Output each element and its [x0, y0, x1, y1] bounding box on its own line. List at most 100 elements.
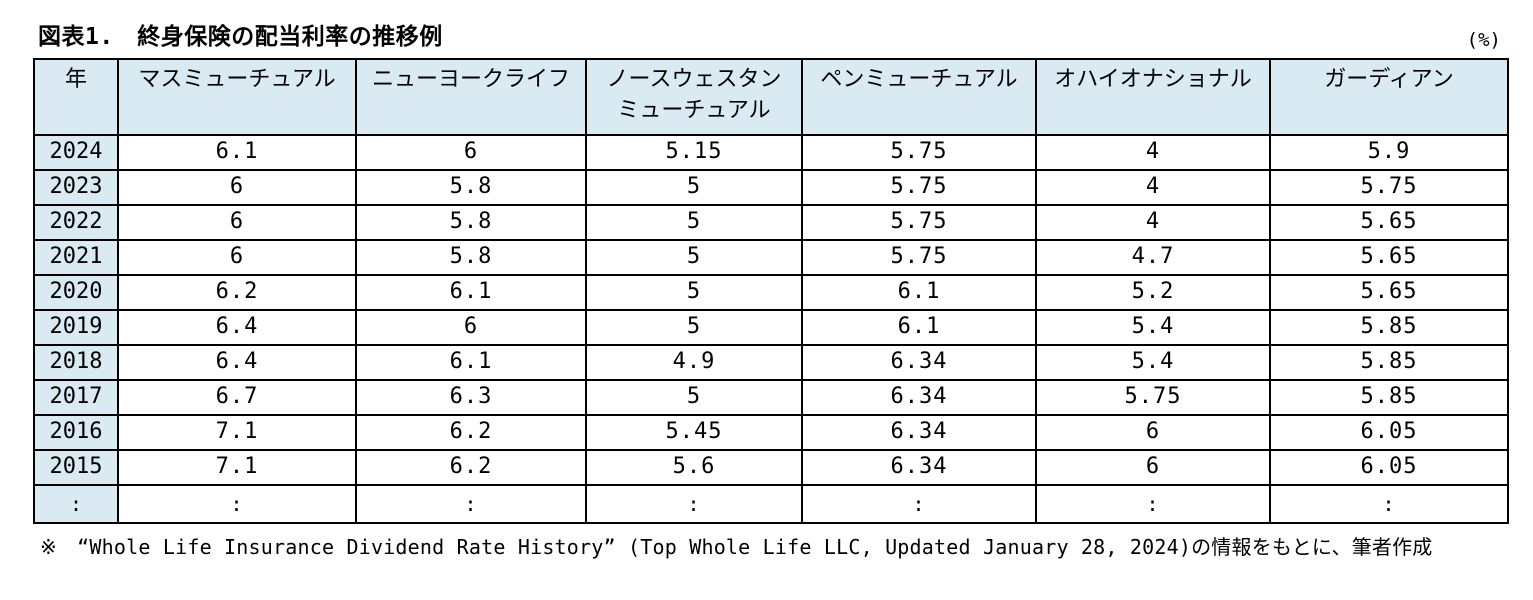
rate-cell-ohionational: 6: [1035, 448, 1271, 486]
rate-cell-newyorklife: 5.8: [355, 168, 587, 206]
year-cell: 2024: [33, 133, 119, 171]
rate-cell-guardian: 5.65: [1269, 273, 1509, 311]
rate-cell-pennmutual: 6.34: [801, 448, 1037, 486]
rate-cell-newyorklife: 6.1: [355, 273, 587, 311]
figure-header: 図表1. 終身保険の配当利率の推移例 (%): [38, 24, 1503, 52]
unit-label: (%): [1466, 28, 1501, 51]
column-header-northwestern-mutual: ノースウェスタン ミューチュアル: [585, 57, 803, 136]
rate-cell-pennmutual: 5.75: [801, 168, 1037, 206]
table-row-2023: 2023 6 5.8 5 5.75 4 5.75: [33, 168, 1509, 206]
column-header-newyorklife: ニューヨークライフ: [355, 57, 587, 136]
rate-cell-newyorklife: :: [355, 483, 587, 524]
rate-cell-northwestern-mutual: 5.45: [585, 413, 803, 451]
rate-cell-northwestern-mutual: 4.9: [585, 343, 803, 381]
rate-cell-newyorklife: 6.2: [355, 413, 587, 451]
rate-cell-massmutual: 6.2: [117, 273, 357, 311]
rate-cell-northwestern-mutual: 5: [585, 203, 803, 241]
column-header-ohionational: オハイオナショナル: [1035, 57, 1271, 136]
table-row-2018: 2018 6.4 6.1 4.9 6.34 5.4 5.85: [33, 343, 1509, 381]
rate-cell-massmutual: 6.4: [117, 308, 357, 346]
rate-cell-guardian: 5.9: [1269, 133, 1509, 171]
table-row-2015: 2015 7.1 6.2 5.6 6.34 6 6.05: [33, 448, 1509, 486]
rate-cell-pennmutual: 6.34: [801, 343, 1037, 381]
ellipsis-row: :::::::: [33, 483, 1509, 524]
rate-cell-ohionational: :: [1035, 483, 1271, 524]
rate-cell-ohionational: 6: [1035, 413, 1271, 451]
year-cell: :: [33, 483, 119, 524]
rate-cell-massmutual: 6: [117, 168, 357, 206]
table-row-2016: 2016 7.1 6.2 5.45 6.34 6 6.05: [33, 413, 1509, 451]
rate-cell-northwestern-mutual: 5.6: [585, 448, 803, 486]
rate-cell-northwestern-mutual: 5: [585, 238, 803, 276]
year-cell: 2016: [33, 413, 119, 451]
rate-cell-newyorklife: 5.8: [355, 238, 587, 276]
year-cell: 2019: [33, 308, 119, 346]
rate-cell-newyorklife: 5.8: [355, 203, 587, 241]
rate-cell-ohionational: 4: [1035, 203, 1271, 241]
rate-cell-massmutual: 7.1: [117, 448, 357, 486]
rate-cell-northwestern-mutual: 5: [585, 168, 803, 206]
rate-cell-massmutual: :: [117, 483, 357, 524]
year-cell: 2017: [33, 378, 119, 416]
rate-cell-massmutual: 6.1: [117, 133, 357, 171]
rate-cell-newyorklife: 6.3: [355, 378, 587, 416]
table-row-2024: 2024 6.1 6 5.15 5.75 4 5.9: [33, 133, 1509, 171]
rate-cell-pennmutual: 5.75: [801, 133, 1037, 171]
rate-cell-massmutual: 6: [117, 203, 357, 241]
rate-cell-ohionational: 5.4: [1035, 343, 1271, 381]
table-header-row: 年マスミューチュアル ニューヨークライフ ノースウェスタン ミューチュアル ペンミュー…: [33, 57, 1509, 136]
rate-cell-guardian: 6.05: [1269, 448, 1509, 486]
rate-cell-pennmutual: 6.1: [801, 273, 1037, 311]
rate-cell-guardian: 5.65: [1269, 203, 1509, 241]
year-cell: 2022: [33, 203, 119, 241]
rate-cell-massmutual: 6: [117, 238, 357, 276]
rate-cell-pennmutual: :: [801, 483, 1037, 524]
rate-cell-pennmutual: 6.34: [801, 378, 1037, 416]
rate-cell-ohionational: 5.4: [1035, 308, 1271, 346]
rate-cell-newyorklife: 6.2: [355, 448, 587, 486]
rate-cell-guardian: 5.85: [1269, 308, 1509, 346]
rate-cell-ohionational: 5.75: [1035, 378, 1271, 416]
year-cell: 2020: [33, 273, 119, 311]
table-row-2017: 2017 6.7 6.3 5 6.34 5.75 5.85: [33, 378, 1509, 416]
figure-title: 図表1. 終身保険の配当利率の推移例: [38, 24, 443, 50]
rate-cell-massmutual: 6.7: [117, 378, 357, 416]
table-row-2022: 2022 6 5.8 5 5.75 4 5.65: [33, 203, 1509, 241]
rate-cell-pennmutual: 5.75: [801, 238, 1037, 276]
rate-cell-pennmutual: 6.34: [801, 413, 1037, 451]
rate-cell-ohionational: 5.2: [1035, 273, 1271, 311]
rate-cell-northwestern-mutual: 5: [585, 308, 803, 346]
table-row-2019: 2019 6.4 6 5 6.1 5.4 5.85: [33, 308, 1509, 346]
year-cell: 2021: [33, 238, 119, 276]
column-header-massmutual: マスミューチュアル: [117, 57, 357, 136]
rate-cell-northwestern-mutual: :: [585, 483, 803, 524]
rate-cell-pennmutual: 6.1: [801, 308, 1037, 346]
rate-cell-massmutual: 6.4: [117, 343, 357, 381]
table-row-2021: 2021 6 5.8 5 5.75 4.7 5.65: [33, 238, 1509, 276]
dividend-rate-table: 年マスミューチュアル ニューヨークライフ ノースウェスタン ミューチュアル ペンミュー…: [33, 57, 1509, 524]
column-header-guardian: ガーディアン: [1269, 57, 1509, 136]
rate-cell-newyorklife: 6: [355, 308, 587, 346]
rate-cell-guardian: :: [1269, 483, 1509, 524]
column-header-pennmutual: ペンミューチュアル: [801, 57, 1037, 136]
rate-cell-guardian: 5.75: [1269, 168, 1509, 206]
rate-cell-guardian: 6.05: [1269, 413, 1509, 451]
rate-cell-ohionational: 4: [1035, 133, 1271, 171]
rate-cell-massmutual: 7.1: [117, 413, 357, 451]
rate-cell-guardian: 5.85: [1269, 343, 1509, 381]
rate-cell-ohionational: 4: [1035, 168, 1271, 206]
rate-cell-northwestern-mutual: 5: [585, 378, 803, 416]
rate-cell-newyorklife: 6: [355, 133, 587, 171]
year-cell: 2018: [33, 343, 119, 381]
rate-cell-pennmutual: 5.75: [801, 203, 1037, 241]
column-header-year: 年: [33, 57, 119, 136]
rate-cell-northwestern-mutual: 5.15: [585, 133, 803, 171]
rate-cell-ohionational: 4.7: [1035, 238, 1271, 276]
rate-cell-northwestern-mutual: 5: [585, 273, 803, 311]
rate-cell-guardian: 5.65: [1269, 238, 1509, 276]
rate-cell-guardian: 5.85: [1269, 378, 1509, 416]
table-row-2020: 2020 6.2 6.1 5 6.1 5.2 5.65: [33, 273, 1509, 311]
source-footnote: ※ “Whole Life Insurance Dividend Rate Hi…: [40, 534, 1433, 559]
rate-cell-newyorklife: 6.1: [355, 343, 587, 381]
